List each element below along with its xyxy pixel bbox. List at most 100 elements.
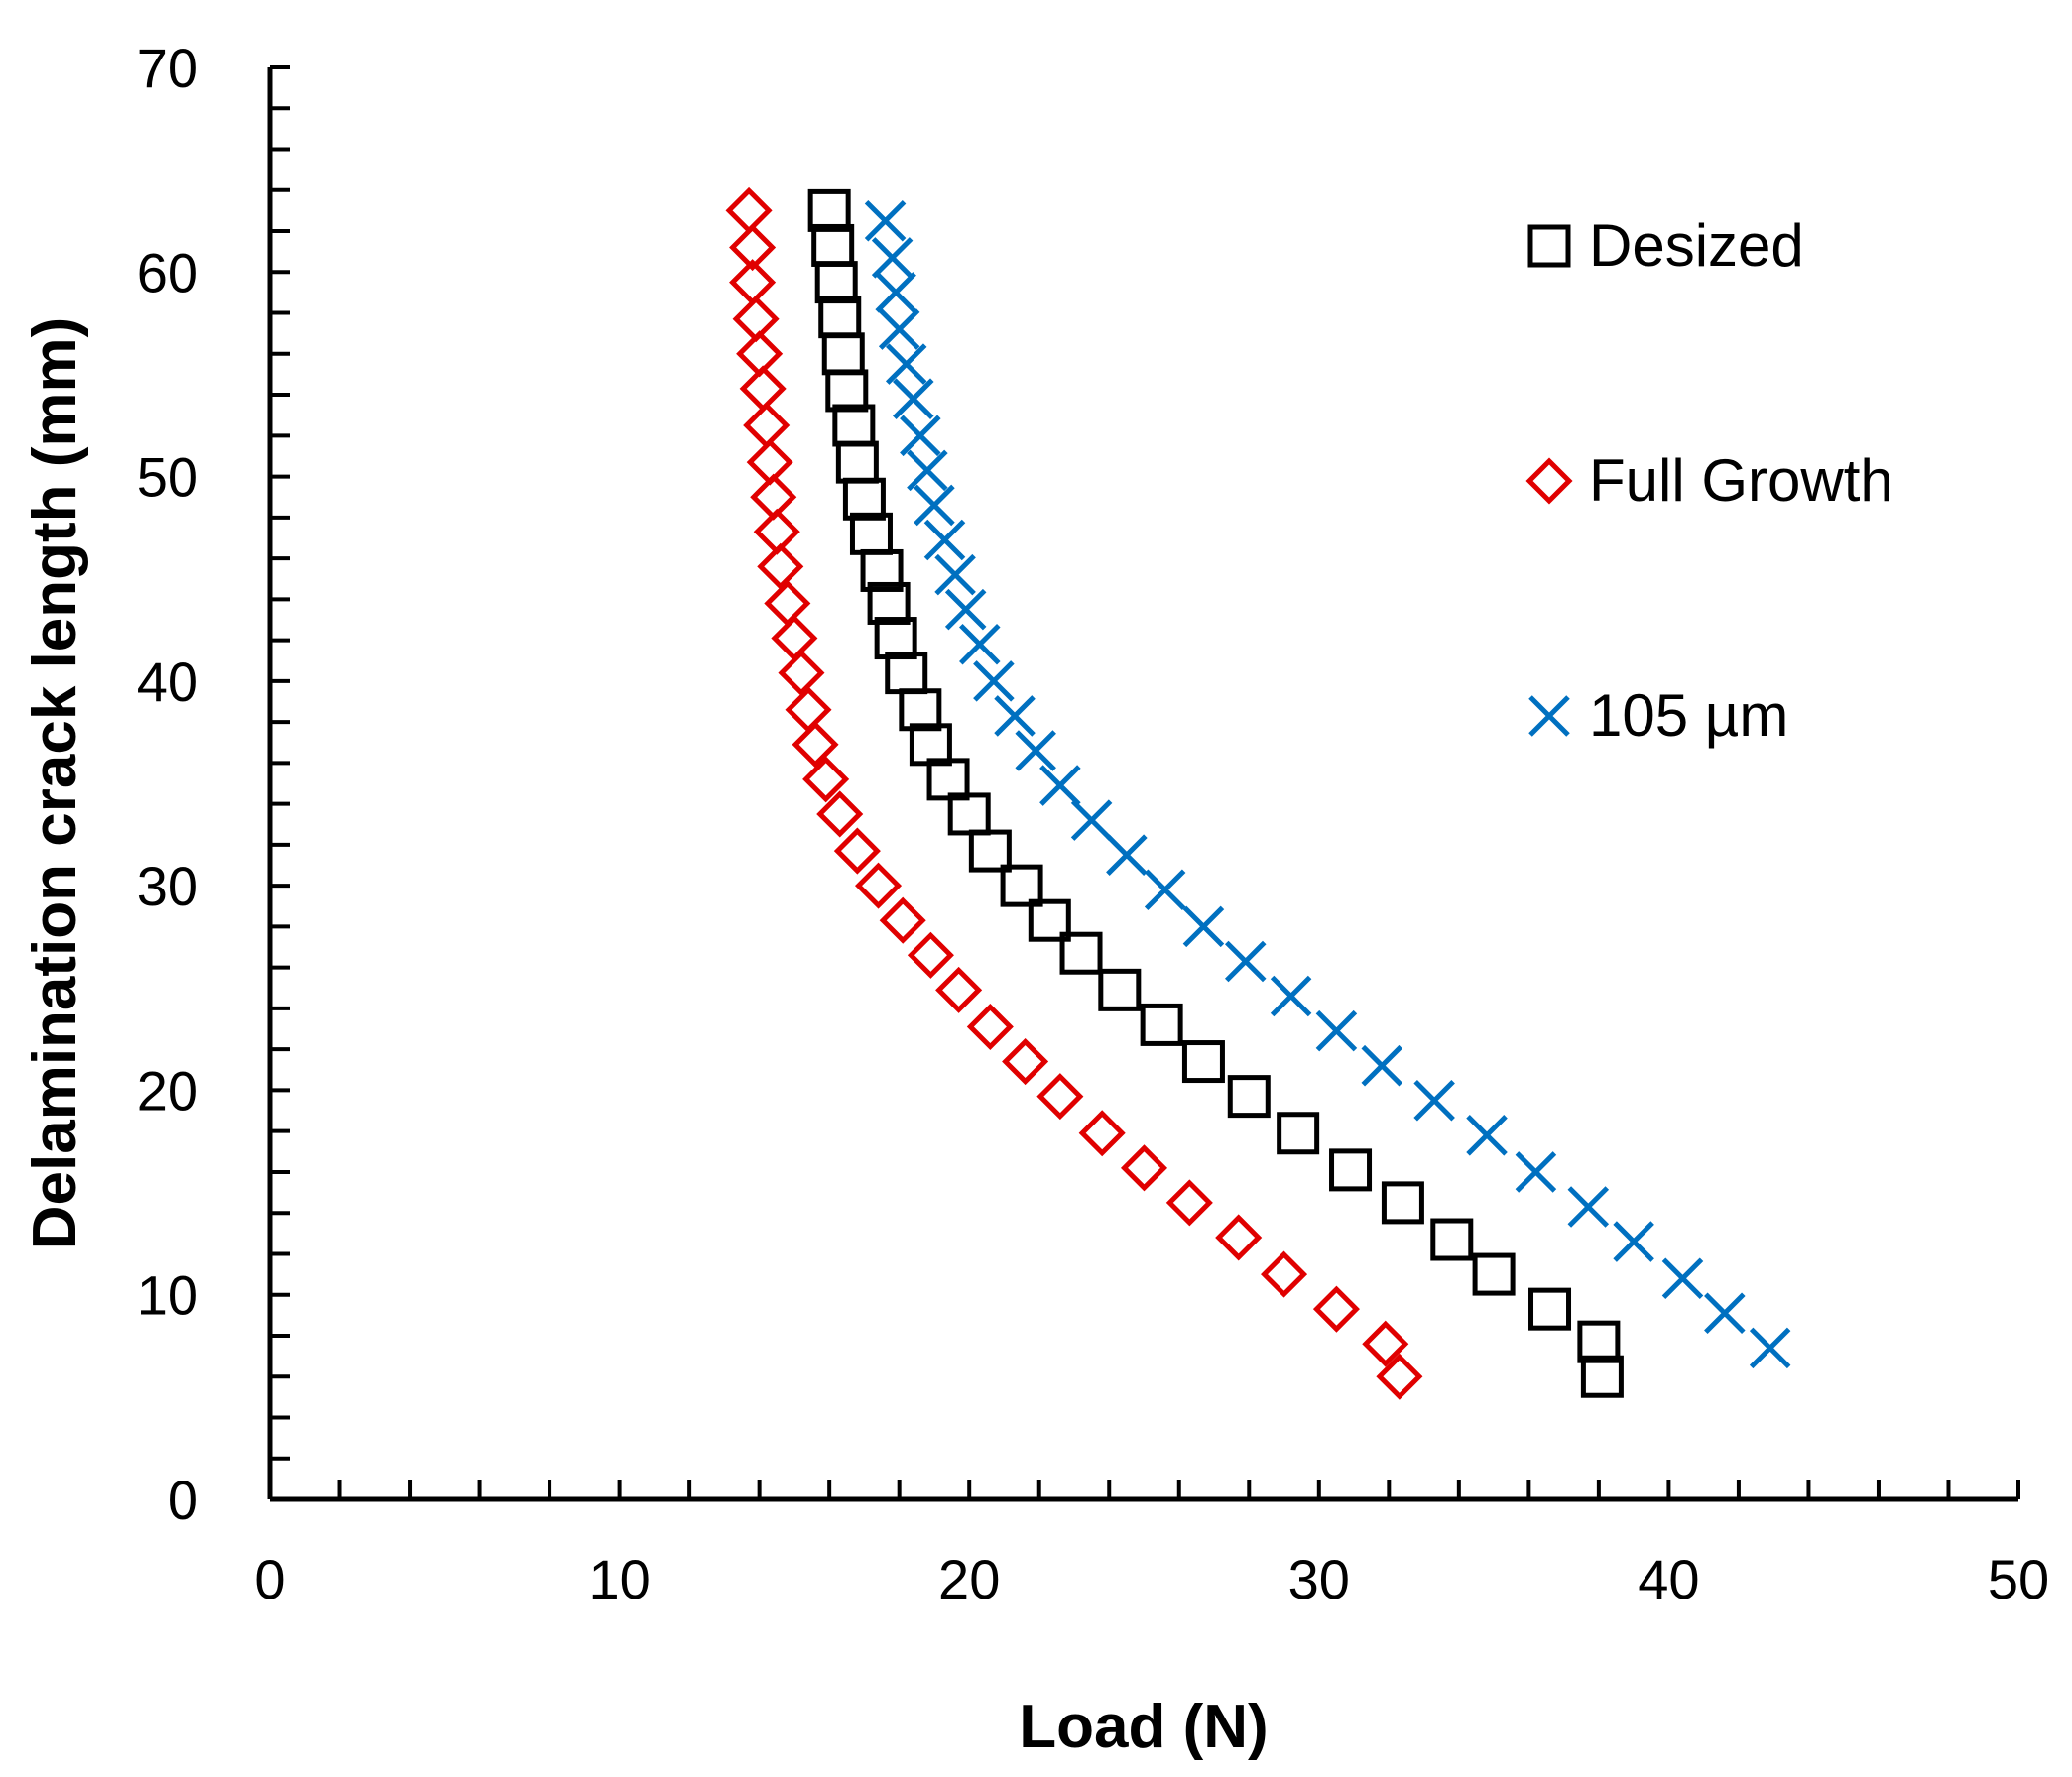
legend-label: Desized bbox=[1589, 212, 1804, 279]
data-point bbox=[802, 756, 850, 803]
data-point bbox=[1165, 1179, 1213, 1227]
data-point bbox=[867, 581, 911, 625]
data-point bbox=[832, 404, 876, 447]
data-point bbox=[909, 723, 952, 767]
data-point bbox=[821, 332, 865, 376]
data-point bbox=[1039, 765, 1081, 806]
data-point bbox=[1329, 1148, 1373, 1192]
x-tick-label: 30 bbox=[1288, 1548, 1350, 1610]
data-point bbox=[1277, 1112, 1320, 1155]
data-point bbox=[807, 188, 851, 232]
data-point bbox=[1036, 1073, 1084, 1121]
data-point bbox=[1466, 1115, 1508, 1156]
axes: 0 10 20 30 40 50 0 10 20 30 40 50 60 70 bbox=[137, 37, 2049, 1610]
data-point bbox=[1078, 1110, 1126, 1157]
data-point bbox=[739, 365, 787, 413]
data-point bbox=[968, 829, 1012, 873]
data-point bbox=[814, 261, 858, 304]
series-square bbox=[807, 188, 1624, 1398]
data-point bbox=[1704, 1292, 1746, 1335]
data-point bbox=[835, 440, 879, 484]
data-point bbox=[1315, 1009, 1358, 1052]
data-point bbox=[732, 296, 780, 343]
x-tick-label: 40 bbox=[1638, 1548, 1699, 1610]
data-point bbox=[1577, 1320, 1621, 1363]
data-point bbox=[743, 402, 791, 449]
series-x bbox=[864, 199, 1791, 1369]
y-tick-label: 20 bbox=[137, 1059, 198, 1122]
data-point bbox=[900, 415, 941, 457]
data-point bbox=[907, 931, 954, 979]
data-point bbox=[1312, 1285, 1360, 1333]
data-point bbox=[1120, 1144, 1168, 1192]
data-point bbox=[842, 477, 886, 521]
data-point bbox=[973, 660, 1015, 702]
data-point bbox=[778, 650, 825, 697]
legend-marker bbox=[1527, 224, 1571, 268]
legend-marker bbox=[1528, 695, 1570, 737]
data-point bbox=[1749, 1327, 1791, 1369]
legend: Desized Full Growth 105 µm bbox=[1525, 212, 1893, 749]
data-point bbox=[893, 378, 934, 419]
y-tick-label: 70 bbox=[137, 37, 198, 99]
data-point bbox=[1015, 730, 1056, 771]
data-point bbox=[1140, 1003, 1183, 1046]
data-point bbox=[926, 758, 970, 801]
data-point bbox=[885, 652, 928, 695]
y-tick-labels: 0 10 20 30 40 50 60 70 bbox=[137, 37, 198, 1531]
y-tick-label: 40 bbox=[137, 651, 198, 713]
data-point bbox=[825, 369, 869, 413]
data-point bbox=[1472, 1252, 1516, 1296]
data-point bbox=[1106, 834, 1148, 876]
data-point bbox=[1098, 968, 1142, 1011]
data-point bbox=[811, 223, 855, 267]
data-point bbox=[1613, 1221, 1654, 1262]
y-axis-title: Delamination crack length (mm) bbox=[21, 317, 89, 1250]
data-point bbox=[934, 553, 976, 596]
data-point bbox=[1580, 1355, 1624, 1398]
legend-label: Full Growth bbox=[1589, 447, 1893, 514]
legend-label: 105 µm bbox=[1589, 682, 1788, 749]
data-point bbox=[885, 343, 927, 385]
data-point bbox=[959, 623, 1001, 665]
data-point bbox=[944, 588, 987, 631]
data-point bbox=[757, 542, 804, 590]
data-point bbox=[1362, 1320, 1409, 1367]
data-point bbox=[729, 223, 777, 272]
data-point bbox=[1515, 1151, 1557, 1193]
legend-item: Full Growth bbox=[1525, 447, 1893, 514]
data-point bbox=[1215, 1214, 1263, 1261]
x-tick-label: 20 bbox=[938, 1548, 1000, 1610]
data-point bbox=[736, 330, 784, 378]
data-point bbox=[1002, 1038, 1049, 1086]
data-point bbox=[818, 296, 862, 339]
series-layer bbox=[725, 186, 1791, 1400]
data-point bbox=[1181, 1040, 1225, 1084]
data-point bbox=[899, 688, 942, 732]
data-point bbox=[753, 508, 800, 555]
data-point bbox=[923, 519, 966, 561]
series-diamond bbox=[725, 186, 1423, 1400]
data-point bbox=[1381, 1181, 1424, 1225]
x-axis-title: Load (N) bbox=[1019, 1693, 1268, 1761]
y-tick-label: 60 bbox=[137, 241, 198, 303]
data-point bbox=[935, 966, 983, 1013]
data-point bbox=[1376, 1353, 1423, 1400]
data-point bbox=[871, 237, 914, 279]
data-point bbox=[864, 199, 907, 242]
y-tick-label: 30 bbox=[137, 855, 198, 917]
y-tick-label: 0 bbox=[168, 1469, 198, 1531]
legend-item: 105 µm bbox=[1528, 682, 1788, 749]
y-tick-label: 10 bbox=[137, 1264, 198, 1327]
data-point bbox=[725, 186, 773, 234]
y-ticks bbox=[270, 65, 290, 1461]
data-point bbox=[792, 721, 839, 769]
data-point bbox=[1430, 1218, 1474, 1261]
data-point bbox=[1567, 1186, 1610, 1228]
data-point bbox=[1413, 1079, 1455, 1122]
data-point bbox=[1000, 864, 1043, 907]
x-tick-labels: 0 10 20 30 40 50 bbox=[254, 1548, 2049, 1610]
data-point bbox=[1528, 1287, 1572, 1331]
data-point bbox=[966, 1003, 1014, 1051]
